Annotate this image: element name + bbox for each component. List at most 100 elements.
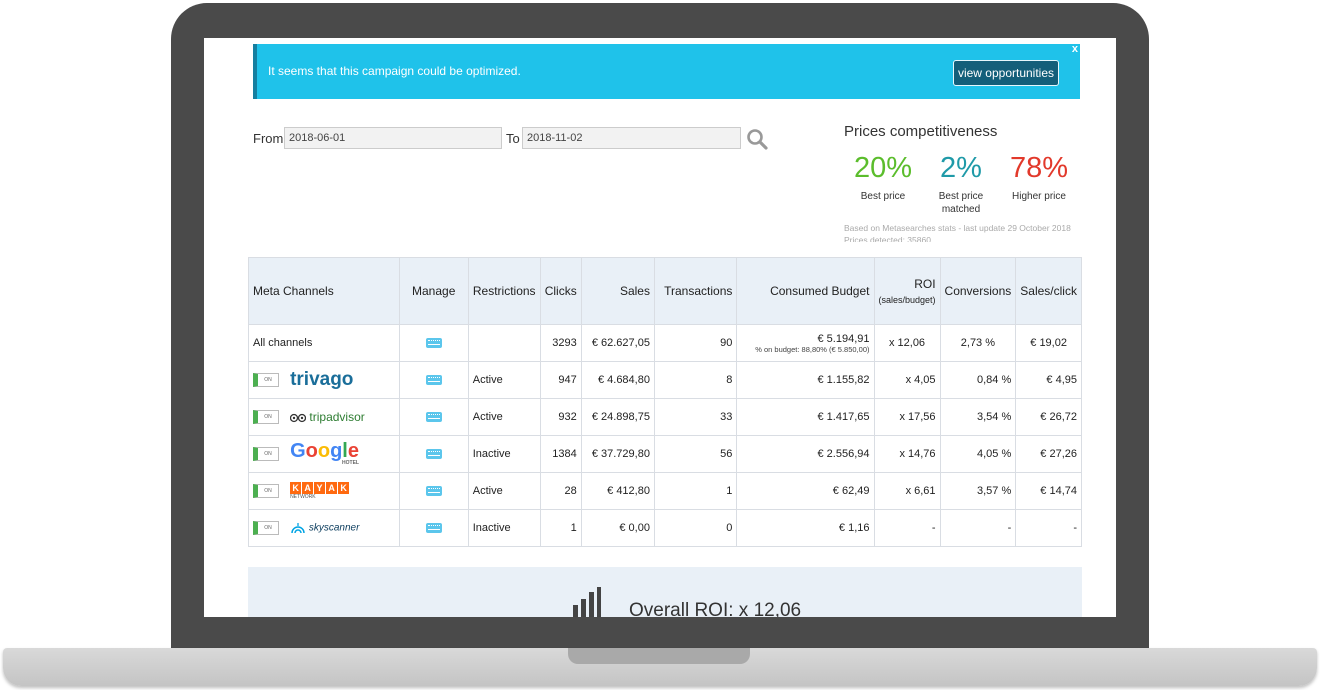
sales-per-click-cell: € 19,02 (1015, 324, 1082, 362)
col-conversions: Conversions (939, 257, 1017, 325)
matched-price-value: 2% (940, 152, 982, 184)
table-row-all-channels: All channels 3293 € 62.627,05 90 € 5.194… (248, 324, 1082, 362)
kayak-letter: K (290, 482, 302, 494)
optimization-banner: It seems that this campaign could be opt… (253, 43, 1080, 99)
keyboard-icon[interactable] (425, 375, 442, 386)
all-channels-label: All channels (248, 324, 400, 362)
conversions-cell: - (939, 509, 1017, 547)
sunrise-icon (291, 523, 305, 534)
sales-cell: € 37.729,80 (580, 435, 655, 473)
clicks-cell: 1 (539, 509, 582, 547)
tripadvisor-text: tripadvisor (309, 410, 365, 424)
roi-cell: x 14,76 (873, 435, 941, 473)
matched-label-line2: matched (941, 204, 981, 215)
screen: It seems that this campaign could be opt… (204, 38, 1116, 617)
budget-subtext: % on budget: 88,80% (€ 5.850,00) (755, 344, 870, 354)
keyboard-icon[interactable] (425, 412, 442, 423)
keyboard-icon[interactable] (425, 449, 442, 460)
col-transactions: Transactions (653, 257, 738, 325)
table-header-row: Meta Channels Manage Restrictions Clicks… (248, 257, 1082, 325)
bar-chart-icon (573, 587, 601, 617)
close-icon[interactable]: x (1071, 43, 1078, 55)
roi-cell: x 17,56 (873, 398, 941, 436)
channel-toggle[interactable]: ON (253, 447, 279, 461)
roi-header-label: ROI (914, 277, 936, 291)
table-row: ON Google HOTEL Inactive 1384 € 37.729,8… (248, 435, 1082, 473)
conversions-cell: 0,84 % (939, 361, 1017, 399)
conversions-cell: 3,57 % (939, 472, 1017, 510)
channel-cell: ON skyscanner (248, 509, 400, 547)
keyboard-icon[interactable] (425, 523, 442, 534)
keyboard-icon[interactable] (425, 486, 442, 497)
budget-cell: € 1.417,65 (736, 398, 875, 436)
best-price-label: Best price (860, 191, 906, 202)
channel-toggle[interactable]: ON (253, 484, 279, 498)
roi-header-sub: (sales/budget) (878, 295, 936, 305)
table-row: ON tripadvisor Active 932 € 24.898,75 (248, 398, 1082, 436)
from-date-input[interactable] (284, 127, 502, 149)
conversions-cell: 2,73 % (939, 324, 1017, 362)
trivago-logo: trivago (290, 369, 354, 390)
conversions-cell: 4,05 % (939, 435, 1017, 473)
col-sales-per-click: Sales/click (1015, 257, 1082, 325)
sales-cell: € 0,00 (580, 509, 655, 547)
to-label: To (506, 131, 520, 146)
channel-toggle[interactable]: ON (253, 521, 279, 535)
sales-per-click-cell: - (1015, 509, 1082, 547)
restriction-cell: Inactive (467, 435, 541, 473)
overall-roi-panel: Overall ROI: x 12,06 (248, 567, 1082, 617)
skyscanner-logo: skyscanner (290, 522, 359, 534)
restriction-cell (467, 324, 541, 362)
from-label: From (253, 131, 284, 146)
view-opportunities-button[interactable]: view opportunities (953, 60, 1059, 86)
col-sales: Sales (580, 257, 655, 325)
roi-cell: x 4,05 (873, 361, 941, 399)
manage-cell (398, 509, 469, 547)
sales-cell: € 24.898,75 (580, 398, 655, 436)
restriction-cell: Active (467, 361, 541, 399)
clicks-cell: 932 (539, 398, 582, 436)
restriction-cell: Active (467, 472, 541, 510)
tripadvisor-logo: tripadvisor (289, 410, 365, 424)
sales-per-click-cell: € 27,26 (1015, 435, 1082, 473)
clicks-cell: 947 (539, 361, 582, 399)
manage-cell (398, 435, 469, 473)
to-date-input[interactable] (522, 127, 741, 149)
higher-price-label: Higher price (1012, 191, 1066, 202)
col-clicks: Clicks (539, 257, 582, 325)
roi-cell: x 12,06 (873, 324, 941, 362)
budget-cell: € 1.155,82 (736, 361, 875, 399)
matched-price-label: Best price matched (916, 190, 1006, 216)
budget-cell: € 1,16 (736, 509, 875, 547)
budget-cell: € 62,49 (736, 472, 875, 510)
competitiveness-note: Based on Metasearches stats - last updat… (844, 222, 1094, 242)
channel-toggle[interactable]: ON (253, 373, 279, 387)
col-meta-channels: Meta Channels (248, 257, 400, 325)
laptop-notch (568, 648, 750, 664)
google-text: Google (290, 440, 359, 462)
table-row: ON trivago Active 947 € 4.684,80 8 € 1.1… (248, 361, 1082, 399)
overall-roi-text: Overall ROI: x 12,06 (629, 600, 802, 617)
manage-cell (398, 472, 469, 510)
manage-cell (398, 361, 469, 399)
budget-value: € 5.194,91 (817, 332, 870, 345)
manage-cell (398, 398, 469, 436)
keyboard-icon[interactable] (425, 338, 442, 349)
sales-per-click-cell: € 26,72 (1015, 398, 1082, 436)
note-line1: Based on Metasearches stats - last updat… (844, 223, 1071, 233)
channel-cell: ON Google HOTEL (248, 435, 400, 473)
clicks-cell: 3293 (539, 324, 582, 362)
search-icon[interactable] (745, 127, 769, 151)
google-sub: HOTEL (342, 460, 359, 466)
transactions-cell: 33 (653, 398, 738, 436)
channel-toggle[interactable]: ON (253, 410, 279, 424)
banner-message: It seems that this campaign could be opt… (268, 64, 521, 78)
sales-cell: € 412,80 (580, 472, 655, 510)
conversions-cell: 3,54 % (939, 398, 1017, 436)
sales-per-click-cell: € 14,74 (1015, 472, 1082, 510)
kayak-letter: A (302, 482, 314, 494)
